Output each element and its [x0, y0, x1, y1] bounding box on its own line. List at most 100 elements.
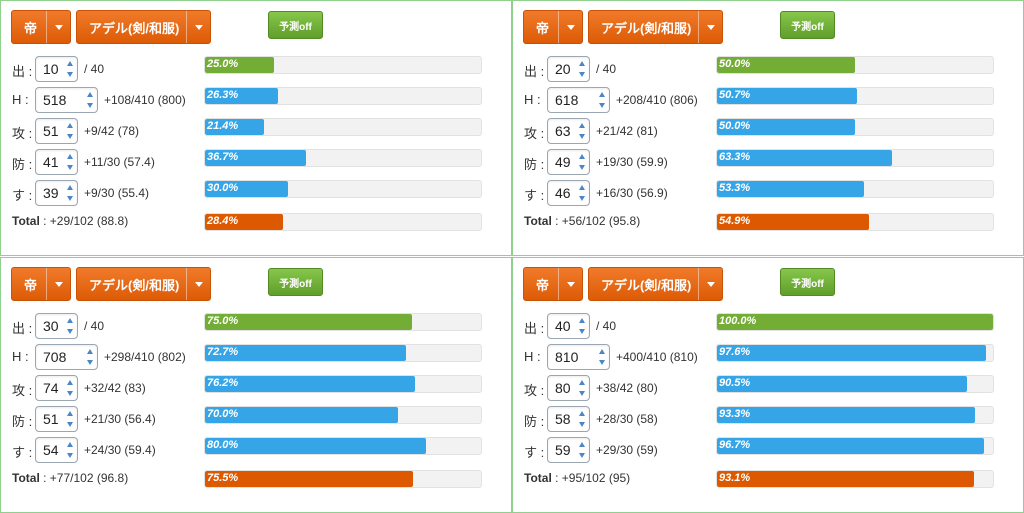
- increment-arrow-icon[interactable]: [67, 411, 73, 416]
- stat-value-stepper[interactable]: 51: [35, 118, 78, 144]
- increment-arrow-icon[interactable]: [67, 154, 73, 159]
- stepper-arrows[interactable]: [576, 378, 588, 398]
- increment-arrow-icon[interactable]: [579, 318, 585, 323]
- stepper-arrows[interactable]: [576, 121, 588, 141]
- stat-value-stepper[interactable]: 54: [35, 437, 78, 463]
- increment-arrow-icon[interactable]: [67, 318, 73, 323]
- decrement-arrow-icon[interactable]: [579, 72, 585, 77]
- stepper-arrows[interactable]: [64, 440, 76, 460]
- stepper-arrows[interactable]: [576, 183, 588, 203]
- predict-toggle-button[interactable]: 予測off: [268, 11, 323, 39]
- stat-value-stepper[interactable]: 74: [35, 375, 78, 401]
- decrement-arrow-icon[interactable]: [599, 103, 605, 108]
- increment-arrow-icon[interactable]: [579, 185, 585, 190]
- increment-arrow-icon[interactable]: [87, 92, 93, 97]
- stat-value-stepper[interactable]: 41: [35, 149, 78, 175]
- predict-toggle-button[interactable]: 予測off: [780, 11, 835, 39]
- stat-value-stepper[interactable]: 49: [547, 149, 590, 175]
- increment-arrow-icon[interactable]: [599, 92, 605, 97]
- stat-value-stepper[interactable]: 58: [547, 406, 590, 432]
- chevron-down-icon[interactable]: [46, 268, 70, 300]
- decrement-arrow-icon[interactable]: [87, 360, 93, 365]
- increment-arrow-icon[interactable]: [579, 411, 585, 416]
- increment-arrow-icon[interactable]: [579, 442, 585, 447]
- stepper-arrows[interactable]: [576, 152, 588, 172]
- stat-value-stepper[interactable]: 59: [547, 437, 590, 463]
- stepper-arrows[interactable]: [576, 316, 588, 336]
- decrement-arrow-icon[interactable]: [579, 165, 585, 170]
- character-dropdown[interactable]: アデル(剣/和服): [76, 10, 211, 44]
- decrement-arrow-icon[interactable]: [579, 196, 585, 201]
- stat-value-stepper[interactable]: 39: [35, 180, 78, 206]
- character-dropdown[interactable]: アデル(剣/和服): [76, 267, 211, 301]
- decrement-arrow-icon[interactable]: [67, 329, 73, 334]
- decrement-arrow-icon[interactable]: [579, 391, 585, 396]
- chevron-down-icon[interactable]: [558, 11, 582, 43]
- decrement-arrow-icon[interactable]: [579, 329, 585, 334]
- stat-value-stepper[interactable]: 810: [547, 344, 610, 370]
- stepper-arrows[interactable]: [64, 409, 76, 429]
- increment-arrow-icon[interactable]: [579, 380, 585, 385]
- increment-arrow-icon[interactable]: [67, 185, 73, 190]
- increment-arrow-icon[interactable]: [67, 61, 73, 66]
- decrement-arrow-icon[interactable]: [67, 165, 73, 170]
- decrement-arrow-icon[interactable]: [67, 72, 73, 77]
- decrement-arrow-icon[interactable]: [67, 391, 73, 396]
- decrement-arrow-icon[interactable]: [67, 134, 73, 139]
- increment-arrow-icon[interactable]: [67, 123, 73, 128]
- stat-value-stepper[interactable]: 80: [547, 375, 590, 401]
- chevron-down-icon[interactable]: [698, 11, 722, 43]
- stat-value-stepper[interactable]: 518: [35, 87, 98, 113]
- stat-value-stepper[interactable]: 40: [547, 313, 590, 339]
- stepper-arrows[interactable]: [64, 59, 76, 79]
- stepper-arrows[interactable]: [576, 440, 588, 460]
- increment-arrow-icon[interactable]: [67, 442, 73, 447]
- emperor-dropdown[interactable]: 帝: [523, 10, 583, 44]
- decrement-arrow-icon[interactable]: [579, 134, 585, 139]
- decrement-arrow-icon[interactable]: [67, 453, 73, 458]
- emperor-dropdown[interactable]: 帝: [523, 267, 583, 301]
- character-dropdown[interactable]: アデル(剣/和服): [588, 267, 723, 301]
- decrement-arrow-icon[interactable]: [87, 103, 93, 108]
- stat-value-stepper[interactable]: 708: [35, 344, 98, 370]
- emperor-dropdown[interactable]: 帝: [11, 267, 71, 301]
- stat-value-stepper[interactable]: 30: [35, 313, 78, 339]
- emperor-dropdown[interactable]: 帝: [11, 10, 71, 44]
- stepper-arrows[interactable]: [64, 378, 76, 398]
- increment-arrow-icon[interactable]: [87, 349, 93, 354]
- decrement-arrow-icon[interactable]: [599, 360, 605, 365]
- stat-value-stepper[interactable]: 20: [547, 56, 590, 82]
- stepper-arrows[interactable]: [84, 347, 96, 367]
- predict-toggle-button[interactable]: 予測off: [780, 268, 835, 296]
- stepper-arrows[interactable]: [84, 90, 96, 110]
- stepper-arrows[interactable]: [576, 409, 588, 429]
- stepper-arrows[interactable]: [596, 347, 608, 367]
- chevron-down-icon[interactable]: [46, 11, 70, 43]
- stat-value-stepper[interactable]: 10: [35, 56, 78, 82]
- chevron-down-icon[interactable]: [558, 268, 582, 300]
- stat-value-stepper[interactable]: 618: [547, 87, 610, 113]
- character-dropdown[interactable]: アデル(剣/和服): [588, 10, 723, 44]
- stat-value-stepper[interactable]: 51: [35, 406, 78, 432]
- chevron-down-icon[interactable]: [186, 11, 210, 43]
- stepper-arrows[interactable]: [596, 90, 608, 110]
- stat-value-stepper[interactable]: 63: [547, 118, 590, 144]
- chevron-down-icon[interactable]: [186, 268, 210, 300]
- chevron-down-icon[interactable]: [698, 268, 722, 300]
- stepper-arrows[interactable]: [64, 316, 76, 336]
- increment-arrow-icon[interactable]: [579, 61, 585, 66]
- decrement-arrow-icon[interactable]: [579, 453, 585, 458]
- decrement-arrow-icon[interactable]: [579, 422, 585, 427]
- increment-arrow-icon[interactable]: [579, 123, 585, 128]
- stepper-arrows[interactable]: [576, 59, 588, 79]
- stat-value-stepper[interactable]: 46: [547, 180, 590, 206]
- increment-arrow-icon[interactable]: [67, 380, 73, 385]
- stepper-arrows[interactable]: [64, 121, 76, 141]
- increment-arrow-icon[interactable]: [579, 154, 585, 159]
- stepper-arrows[interactable]: [64, 152, 76, 172]
- decrement-arrow-icon[interactable]: [67, 196, 73, 201]
- predict-toggle-button[interactable]: 予測off: [268, 268, 323, 296]
- increment-arrow-icon[interactable]: [599, 349, 605, 354]
- stepper-arrows[interactable]: [64, 183, 76, 203]
- decrement-arrow-icon[interactable]: [67, 422, 73, 427]
